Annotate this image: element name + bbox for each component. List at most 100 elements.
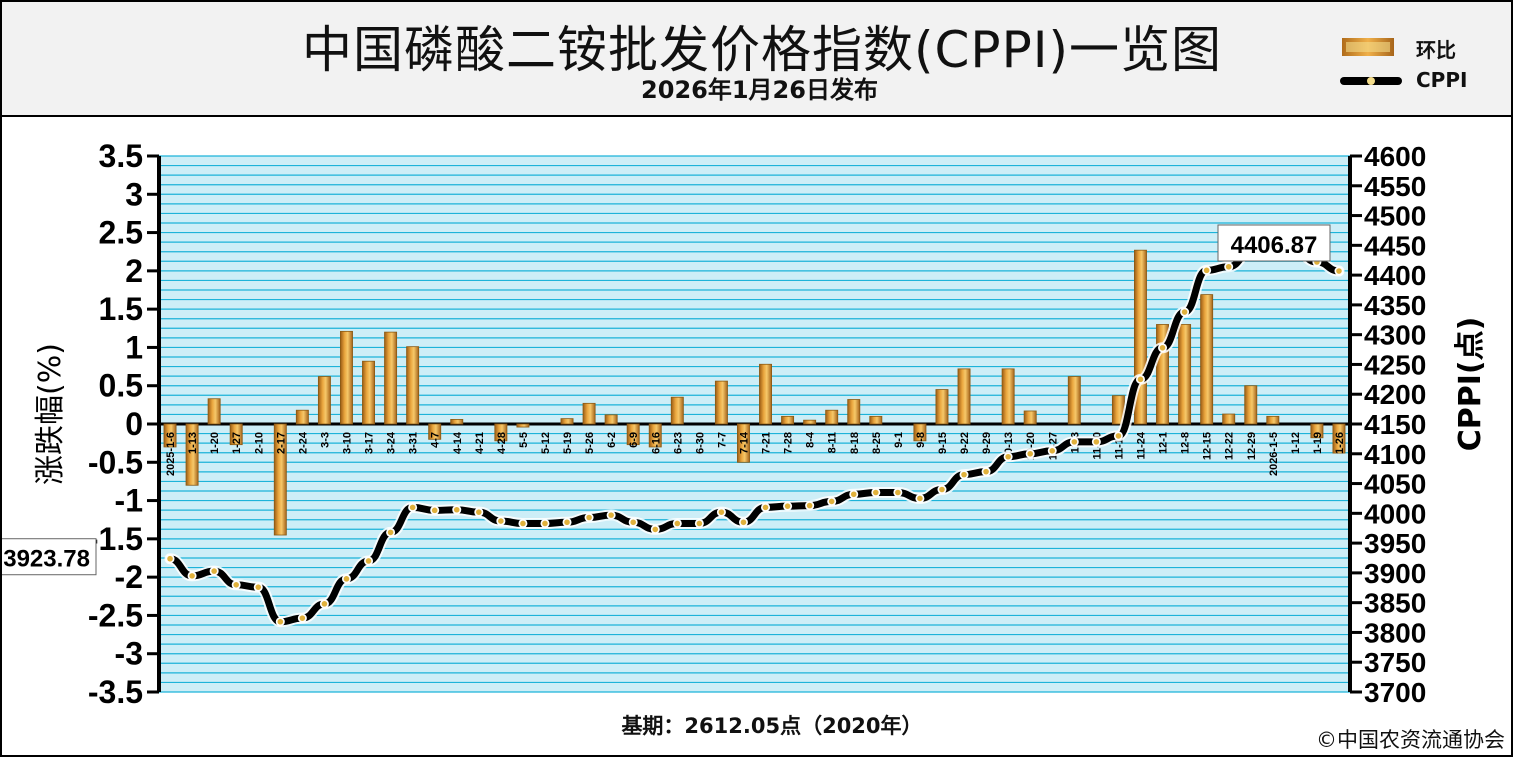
x-tick-label: 9-15 <box>937 432 949 454</box>
right-tick-label: 4150 <box>1364 409 1426 440</box>
bar <box>1001 368 1015 425</box>
bar <box>428 423 442 440</box>
line-marker-dot <box>476 509 482 515</box>
bar <box>1266 415 1280 425</box>
bar <box>1310 423 1324 439</box>
bar <box>384 331 398 425</box>
legend-bar-label: 环比 <box>1416 38 1456 62</box>
bar <box>626 423 640 446</box>
line-marker-dot <box>365 558 372 564</box>
left-tick-label: 2.5 <box>99 215 143 251</box>
x-tick-label: 7-28 <box>783 432 795 454</box>
line-marker-dot <box>652 526 659 533</box>
bar <box>340 330 353 425</box>
bar <box>737 423 750 463</box>
x-tick-label: 11-24 <box>1135 431 1147 459</box>
bar <box>450 419 464 425</box>
legend-line-swatch-icon <box>1340 77 1402 85</box>
bar <box>714 380 728 425</box>
x-tick-label: 1-20 <box>209 432 221 454</box>
bar <box>913 423 927 442</box>
left-tick-label: 3 <box>125 176 143 212</box>
y-right-axis-title: CPPI(点) <box>1453 317 1488 452</box>
line-marker-dot <box>498 518 504 524</box>
right-tick-label: 3950 <box>1364 528 1426 559</box>
line-marker-dot <box>167 555 173 562</box>
line-marker-dot <box>939 486 945 493</box>
line-marker-dot <box>321 601 328 607</box>
left-tick-label: -1.5 <box>88 521 143 557</box>
bar <box>869 415 883 425</box>
left-tick-label: 2 <box>125 253 143 289</box>
left-tick-label: -2.5 <box>88 597 143 633</box>
x-tick-label: 5-26 <box>584 432 596 454</box>
x-tick-label: 4-7 <box>430 432 442 448</box>
bar <box>670 396 684 425</box>
x-tick-label: 1-19 <box>1312 432 1324 454</box>
legend-line-label: CPPI <box>1416 68 1468 92</box>
x-tick-label: 2026-1-5 <box>1268 432 1280 476</box>
bar <box>582 402 596 425</box>
x-tick-label: 8-4 <box>805 431 817 448</box>
x-tick-label: 6-9 <box>628 432 640 448</box>
x-tick-label: 9-29 <box>981 432 993 454</box>
legend-item-bar: 环比 <box>1340 34 1500 62</box>
line-marker-dot <box>608 512 614 518</box>
line-marker-dot <box>895 489 901 496</box>
left-tick-label: 0 <box>125 406 143 442</box>
line-marker-dot <box>784 503 791 509</box>
bar <box>494 423 508 442</box>
line-marker-dot <box>1203 267 1210 274</box>
x-tick-label: 12-15 <box>1202 432 1214 460</box>
line-marker-dot <box>696 520 703 527</box>
bar <box>229 423 243 446</box>
line-marker-dot <box>1093 439 1100 445</box>
line-marker-dot <box>189 573 195 579</box>
x-tick-label: 8-25 <box>871 432 883 454</box>
x-tick-label: 3-31 <box>408 432 420 454</box>
line-marker-dot <box>718 509 725 515</box>
line-marker-dot <box>917 495 923 502</box>
line-marker-dot <box>1115 433 1122 439</box>
right-tick-label: 4450 <box>1364 230 1426 261</box>
annotation-box-end <box>1217 224 1331 262</box>
x-tick-label: 2-10 <box>253 432 265 454</box>
bar <box>1067 376 1081 425</box>
x-tick-label: 7-21 <box>761 432 773 454</box>
bar <box>273 423 287 536</box>
right-tick-label: 4050 <box>1364 469 1426 500</box>
right-tick-label: 3700 <box>1364 677 1426 708</box>
x-tick-label: 6-2 <box>606 432 618 448</box>
line-marker-dot <box>586 514 592 521</box>
x-tick-label: 9-1 <box>893 432 905 448</box>
bar <box>648 423 662 448</box>
line-marker-dot <box>542 520 548 527</box>
x-tick-label: 1-26 <box>1334 432 1346 454</box>
bar <box>295 409 309 425</box>
legend: 环比 CPPI <box>1340 32 1500 102</box>
left-tick-label: -1 <box>115 483 143 519</box>
line-marker-dot <box>806 502 813 509</box>
x-tick-label: 9-8 <box>915 432 927 448</box>
bar <box>163 423 177 448</box>
x-tick-label: 12-29 <box>1246 432 1258 460</box>
right-tick-label: 4350 <box>1364 290 1426 321</box>
x-tick-label: 6-16 <box>650 432 662 454</box>
annotation-end: 4406.87 <box>1231 232 1318 259</box>
x-tick-label: 1-27 <box>231 432 243 454</box>
bar <box>847 399 861 425</box>
line-marker-dot <box>277 618 284 625</box>
y-left-axis-title: 涨跌幅(%) <box>33 343 68 485</box>
line-marker-dot <box>453 506 460 513</box>
x-tick-label: 3-10 <box>341 432 353 454</box>
bar <box>207 398 221 425</box>
bar <box>1332 423 1346 454</box>
bar <box>604 414 618 425</box>
x-tick-label: 12-8 <box>1180 432 1192 454</box>
bar <box>560 418 574 425</box>
line-marker-dot <box>233 582 239 588</box>
left-ticks: 3.532.521.510.50-0.5-1-1.5-2-2.5-3-3.5 <box>88 138 159 710</box>
line-marker-dot <box>1336 268 1342 274</box>
